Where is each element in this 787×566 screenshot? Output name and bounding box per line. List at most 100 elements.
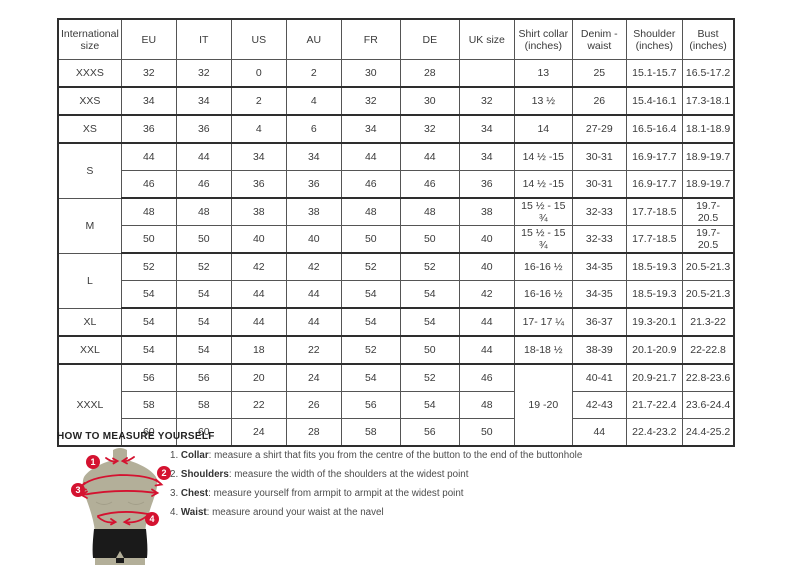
table-cell: 48 <box>120 197 177 226</box>
table-cell: 38 <box>230 197 287 226</box>
header-row: International size EU IT US AU FR DE UK size Shi… <box>57 18 735 60</box>
table-cell: 44 <box>120 142 177 171</box>
table-cell: 50 <box>175 225 232 254</box>
column-header: Shirt collar (inches) <box>513 18 573 60</box>
step-text: : measure around your waist at the navel <box>206 507 384 518</box>
step-text: : measure a shirt that fits you from the… <box>208 450 583 461</box>
step-label: Collar <box>180 450 209 461</box>
table-cell: 54 <box>120 280 177 309</box>
table-cell: 23.6-24.4 <box>681 391 735 419</box>
measure-step-shoulders: 2. Shoulders: measure the width of the s… <box>170 465 730 484</box>
table-cell: 42-43 <box>571 391 627 419</box>
table-row: XL 54 54 44 44 54 54 44 17- 17 ¼ 36-37 19.3-20.1 21… <box>57 307 735 337</box>
table-cell: 30 <box>340 59 401 88</box>
table-cell: 22 <box>285 335 342 365</box>
table-cell: 34 <box>175 86 232 116</box>
waist-measure-line-top <box>97 511 149 517</box>
table-cell: 50 <box>340 225 401 254</box>
table-cell: 46 <box>175 170 232 199</box>
table-cell: 2 <box>230 86 287 116</box>
table-cell: 46 <box>458 363 515 392</box>
table-cell: 34 <box>458 142 515 171</box>
table-row: 46 46 36 36 46 46 36 14 ½ -15 30-31 16.9-17.7 18.9… <box>58 170 735 199</box>
chest-arrow-right-icon <box>151 488 160 497</box>
table-cell: 16.9-17.7 <box>625 170 683 199</box>
table-cell: 13 ½ <box>513 86 573 116</box>
table-cell: 19.7- 20.5 <box>681 197 735 226</box>
table-cell: 13 <box>513 59 573 88</box>
column-header: Shoulder (inches) <box>625 18 683 60</box>
table-cell: 21.7-22.4 <box>625 391 683 419</box>
table-cell: 46 <box>120 170 177 199</box>
table-cell: 58 <box>340 418 401 447</box>
table-cell: 14 ½ -15 <box>513 170 573 199</box>
table-cell: 16.5-16.4 <box>625 114 683 144</box>
table-cell: 28 <box>399 59 460 88</box>
measure-step-waist: 4. Waist: measure around your waist at t… <box>170 503 730 522</box>
table-cell: 22-22.8 <box>681 335 735 365</box>
table-cell: 40-41 <box>571 363 627 392</box>
table-cell: 18 <box>230 335 287 365</box>
table-cell: XXXS <box>57 59 122 88</box>
measure-section-title: HOW TO MEASURE YOURSELF <box>57 431 215 442</box>
table-cell: 20.1-20.9 <box>625 335 683 365</box>
step-number: 1. <box>170 450 179 461</box>
table-cell: 18.5-19.3 <box>625 280 683 309</box>
table-row: XXS 34 34 2 4 32 30 32 13 ½ 26 15.4-16.1 17.3-18.1 <box>57 86 735 116</box>
table-cell: 22 <box>230 391 287 419</box>
table-cell: 54 <box>399 391 460 419</box>
table-cell: XL <box>57 307 122 337</box>
table-cell: 52 <box>399 363 460 392</box>
table-cell: 15 ½ - 15 ¾ <box>513 197 573 226</box>
table-cell: 34-35 <box>571 252 627 281</box>
measure-step-chest: 3. Chest: measure yourself from armpit t… <box>170 484 730 503</box>
table-cell: 44 <box>458 335 515 365</box>
table-cell: 0 <box>230 59 287 88</box>
table-cell: 17- 17 ¼ <box>513 307 573 337</box>
table-cell: 38-39 <box>571 335 627 365</box>
table-cell: 58 <box>175 391 232 419</box>
table-cell: 34 <box>340 114 401 144</box>
table-cell: 44 <box>230 280 287 309</box>
measure-badge-3-icon <box>71 483 85 497</box>
table-cell: 4 <box>285 86 342 116</box>
table-row: 50 50 40 40 50 50 40 15 ½ - 15 ¾ 32-33 17.7-18.5 1… <box>58 225 735 254</box>
column-header: US <box>230 18 287 60</box>
table-cell: 44 <box>285 280 342 309</box>
table-cell: 32-33 <box>571 225 627 254</box>
table-cell: 44 <box>458 307 515 337</box>
measure-steps-list: 1. Collar: measure a shirt that fits you… <box>170 446 730 522</box>
table-cell: 32 <box>340 86 401 116</box>
table-cell: 17.7-18.5 <box>625 225 683 254</box>
table-cell: 52 <box>175 252 232 281</box>
table-cell: 22.4-23.2 <box>625 418 683 447</box>
table-row: XXXL 56 56 20 24 54 52 46 19 -20 40-41 20.9-21.7 22… <box>57 363 735 447</box>
size-chart-head: International size EU IT US AU FR DE UK size Shi… <box>57 18 735 60</box>
mannequin-chest-contour <box>95 501 145 505</box>
table-cell: 20.5-21.3 <box>681 252 735 281</box>
table-cell: 48 <box>175 197 232 226</box>
table-cell: 28 <box>285 418 342 447</box>
table-cell: 19.3-20.1 <box>625 307 683 337</box>
table-cell: 50 <box>399 225 460 254</box>
table-cell: 46 <box>340 170 401 199</box>
table-cell: 34 <box>230 142 287 171</box>
table-cell: 34 <box>120 86 177 116</box>
column-header: IT <box>175 18 232 60</box>
step-number: 2. <box>170 469 179 480</box>
table-cell: 15 ½ - 15 ¾ <box>513 225 573 254</box>
table-cell: 36 <box>285 170 342 199</box>
table-cell: 18.5-19.3 <box>625 252 683 281</box>
table-cell: 16-16 ½ <box>513 280 573 309</box>
column-header: DE <box>399 18 460 60</box>
measure-badge-2-number: 2 <box>161 468 166 478</box>
table-row: S 44 44 34 34 44 44 34 14 ½ -15 30-31 16.9-17.7 18.… <box>57 142 735 199</box>
step-number: 3. <box>170 488 179 499</box>
step-label: Shoulders <box>180 469 229 480</box>
table-cell: 50 <box>458 418 515 447</box>
table-cell: 40 <box>458 225 515 254</box>
waist-arrow-left-icon <box>122 518 131 526</box>
table-row: XXL 54 54 18 22 52 50 44 18-18 ½ 38-39 20.1-20.9 22… <box>57 335 735 365</box>
table-cell: 38 <box>458 197 515 226</box>
table-cell: 34 <box>458 114 515 144</box>
